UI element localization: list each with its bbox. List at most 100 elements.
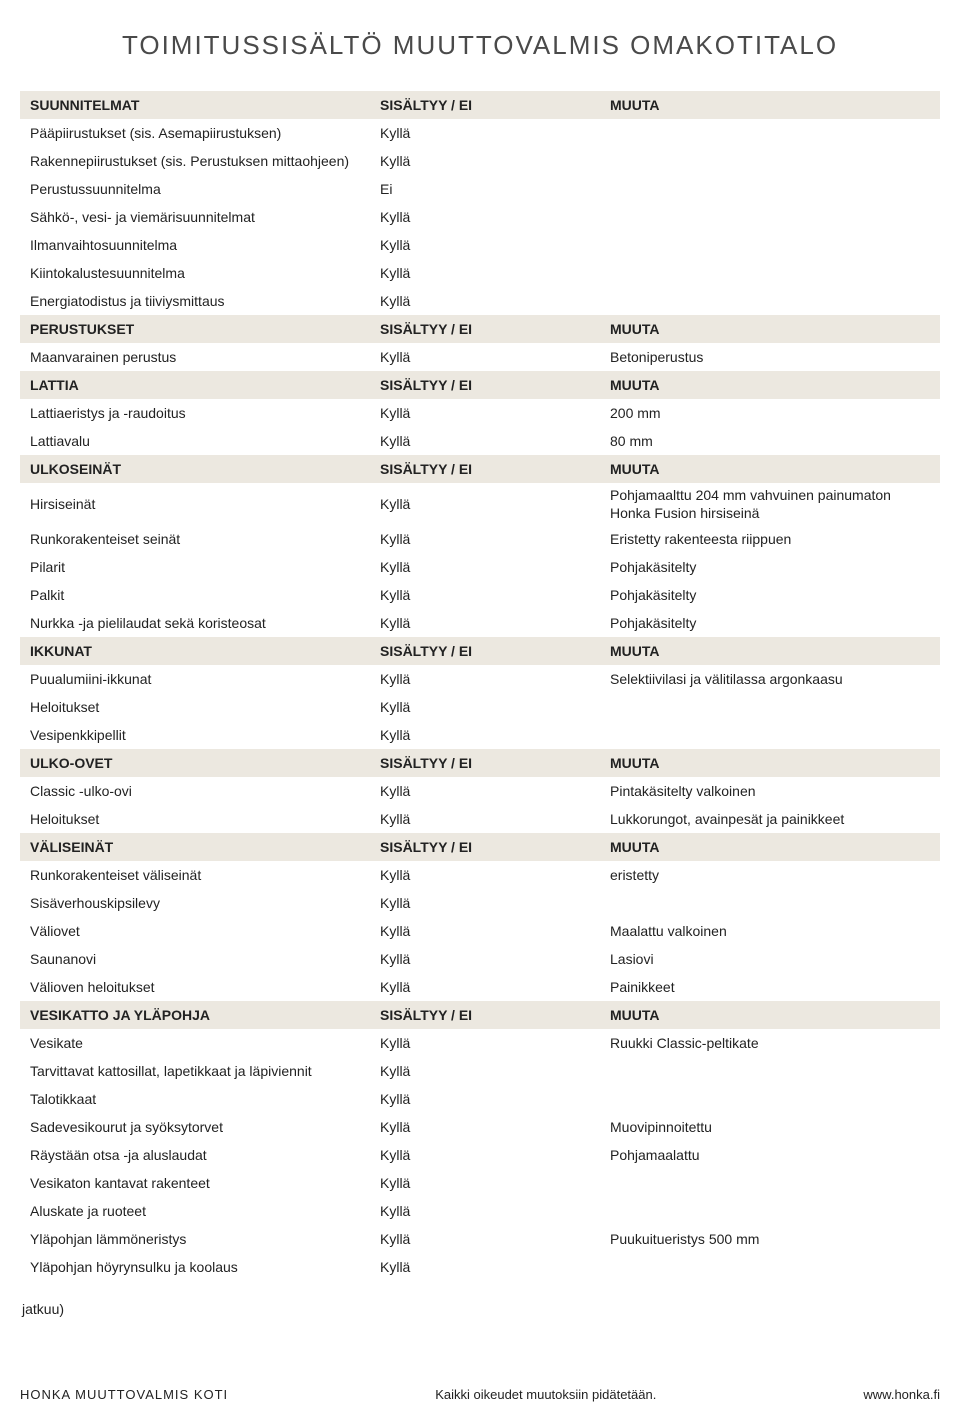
col-sisaltyy: SISÄLTYY / EI: [380, 839, 610, 855]
row-value: Kyllä: [380, 349, 610, 365]
row-value: Kyllä: [380, 496, 610, 512]
col-sisaltyy: SISÄLTYY / EI: [380, 97, 610, 113]
footer-right: www.honka.fi: [863, 1387, 940, 1402]
spec-table: SUUNNITELMATSISÄLTYY / EIMUUTAPääpiirust…: [20, 91, 940, 1281]
row-value: Kyllä: [380, 783, 610, 799]
row-value: Kyllä: [380, 671, 610, 687]
row-value: Kyllä: [380, 405, 610, 421]
col-muuta: MUUTA: [610, 377, 930, 393]
col-muuta: MUUTA: [610, 321, 930, 337]
row-note: Pohjamaalattu: [610, 1146, 930, 1164]
section-header: ULKO-OVETSISÄLTYY / EIMUUTA: [20, 749, 940, 777]
row-note: Painikkeet: [610, 978, 930, 996]
col-muuta: MUUTA: [610, 97, 930, 113]
row-value: Kyllä: [380, 867, 610, 883]
row-label: Välioven heloitukset: [30, 979, 380, 995]
row-value: Kyllä: [380, 895, 610, 911]
section-title: VESIKATTO JA YLÄPOHJA: [30, 1007, 380, 1023]
row-label: Vesikaton kantavat rakenteet: [30, 1175, 380, 1191]
table-row: Puualumiini-ikkunatKylläSelektiivilasi j…: [20, 665, 940, 693]
row-value: Kyllä: [380, 727, 610, 743]
footer-center: Kaikki oikeudet muutoksiin pidätetään.: [435, 1387, 656, 1402]
row-value: Ei: [380, 181, 610, 197]
row-value: Kyllä: [380, 979, 610, 995]
row-label: Aluskate ja ruoteet: [30, 1203, 380, 1219]
table-row: PilaritKylläPohjakäsitelty: [20, 553, 940, 581]
col-muuta: MUUTA: [610, 643, 930, 659]
row-value: Kyllä: [380, 923, 610, 939]
table-row: LattiavaluKyllä80 mm: [20, 427, 940, 455]
row-label: Maanvarainen perustus: [30, 349, 380, 365]
table-row: Yläpohjan lämmöneristysKylläPuukuitueris…: [20, 1225, 940, 1253]
section-title: ULKO-OVET: [30, 755, 380, 771]
row-label: Runkorakenteiset väliseinät: [30, 867, 380, 883]
row-note: Pohjakäsitelty: [610, 586, 930, 604]
row-label: Heloitukset: [30, 699, 380, 715]
section-title: VÄLISEINÄT: [30, 839, 380, 855]
table-row: PalkitKylläPohjakäsitelty: [20, 581, 940, 609]
table-row: Välioven heloituksetKylläPainikkeet: [20, 973, 940, 1001]
section-title: IKKUNAT: [30, 643, 380, 659]
row-label: Classic -ulko-ovi: [30, 783, 380, 799]
row-note: Ruukki Classic-peltikate: [610, 1034, 930, 1052]
section-title: SUUNNITELMAT: [30, 97, 380, 113]
row-label: Energiatodistus ja tiiviysmittaus: [30, 293, 380, 309]
row-note: Muovipinnoitettu: [610, 1118, 930, 1136]
footer: HONKA MUUTTOVALMIS KOTI Kaikki oikeudet …: [0, 1347, 960, 1422]
table-row: Pääpiirustukset (sis. Asemapiirustuksen)…: [20, 119, 940, 147]
table-row: VäliovetKylläMaalattu valkoinen: [20, 917, 940, 945]
table-row: SaunanoviKylläLasiovi: [20, 945, 940, 973]
row-label: Vesikate: [30, 1035, 380, 1051]
continues-label: jatkuu): [20, 1281, 940, 1327]
col-muuta: MUUTA: [610, 755, 930, 771]
row-label: Perustussuunnitelma: [30, 181, 380, 197]
table-row: PerustussuunnitelmaEi: [20, 175, 940, 203]
table-row: Vesikaton kantavat rakenteetKyllä: [20, 1169, 940, 1197]
row-label: Hirsiseinät: [30, 496, 380, 512]
section-header: PERUSTUKSETSISÄLTYY / EIMUUTA: [20, 315, 940, 343]
row-value: Kyllä: [380, 951, 610, 967]
row-value: Kyllä: [380, 1091, 610, 1107]
row-note: Lukkorungot, avainpesät ja painikkeet: [610, 810, 930, 828]
row-value: Kyllä: [380, 811, 610, 827]
table-row: SisäverhouskipsilevyKyllä: [20, 889, 940, 917]
table-row: Lattiaeristys ja -raudoitusKyllä200 mm: [20, 399, 940, 427]
row-value: Kyllä: [380, 1035, 610, 1051]
section-title: ULKOSEINÄT: [30, 461, 380, 477]
footer-left: HONKA MUUTTOVALMIS KOTI: [20, 1387, 228, 1402]
row-label: Sähkö-, vesi- ja viemärisuunnitelmat: [30, 209, 380, 225]
row-label: Runkorakenteiset seinät: [30, 531, 380, 547]
row-value: Kyllä: [380, 1063, 610, 1079]
row-value: Kyllä: [380, 615, 610, 631]
row-label: Väliovet: [30, 923, 380, 939]
table-row: Maanvarainen perustusKylläBetoniperustus: [20, 343, 940, 371]
table-row: Sadevesikourut ja syöksytorvetKylläMuovi…: [20, 1113, 940, 1141]
table-row: HeloituksetKylläLukkorungot, avainpesät …: [20, 805, 940, 833]
row-label: Puualumiini-ikkunat: [30, 671, 380, 687]
row-note: 200 mm: [610, 404, 930, 422]
table-row: TalotikkaatKyllä: [20, 1085, 940, 1113]
row-label: Sadevesikourut ja syöksytorvet: [30, 1119, 380, 1135]
row-label: Lattiavalu: [30, 433, 380, 449]
row-label: Lattiaeristys ja -raudoitus: [30, 405, 380, 421]
row-note: Pohjamaalttu 204 mm vahvuinen painumaton…: [610, 486, 930, 522]
row-note: Maalattu valkoinen: [610, 922, 930, 940]
table-row: HirsiseinätKylläPohjamaalttu 204 mm vahv…: [20, 483, 940, 525]
table-row: Sähkö-, vesi- ja viemärisuunnitelmatKyll…: [20, 203, 940, 231]
table-row: KiintokalustesuunnitelmaKyllä: [20, 259, 940, 287]
row-label: Rakennepiirustukset (sis. Perustuksen mi…: [30, 153, 380, 169]
row-value: Kyllä: [380, 1147, 610, 1163]
row-label: Pääpiirustukset (sis. Asemapiirustuksen): [30, 125, 380, 141]
table-row: IlmanvaihtosuunnitelmaKyllä: [20, 231, 940, 259]
table-row: VesipenkkipellitKyllä: [20, 721, 940, 749]
row-note: eristetty: [610, 866, 930, 884]
row-label: Talotikkaat: [30, 1091, 380, 1107]
section-header: VESIKATTO JA YLÄPOHJASISÄLTYY / EIMUUTA: [20, 1001, 940, 1029]
table-row: Rakennepiirustukset (sis. Perustuksen mi…: [20, 147, 940, 175]
row-label: Yläpohjan höyrynsulku ja koolaus: [30, 1259, 380, 1275]
row-note: 80 mm: [610, 432, 930, 450]
col-sisaltyy: SISÄLTYY / EI: [380, 755, 610, 771]
row-note: Pohjakäsitelty: [610, 614, 930, 632]
row-label: Vesipenkkipellit: [30, 727, 380, 743]
table-row: Aluskate ja ruoteetKyllä: [20, 1197, 940, 1225]
